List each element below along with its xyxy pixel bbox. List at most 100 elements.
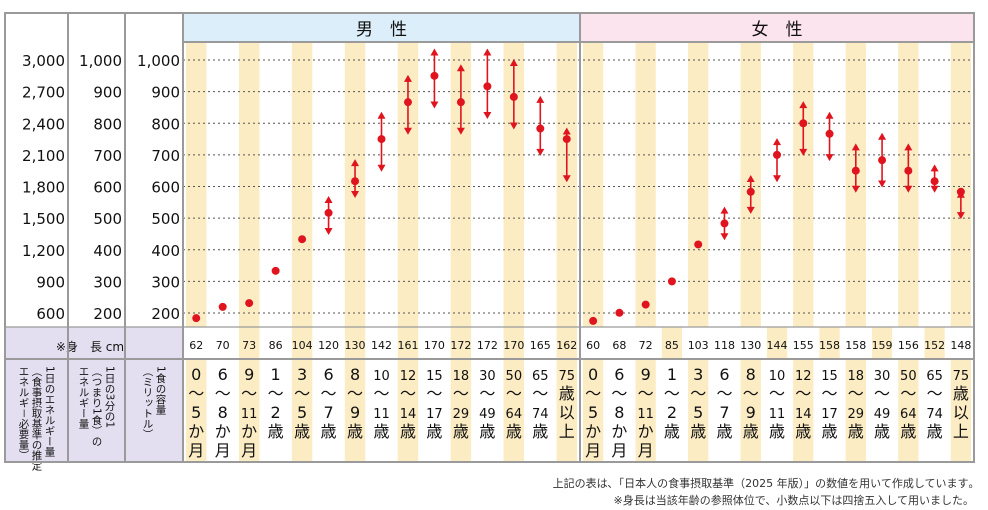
arrow-up (324, 196, 333, 204)
arrow-up (878, 132, 887, 140)
data-point (589, 316, 598, 325)
frame (4, 12, 975, 463)
category-label: 5 (297, 403, 307, 422)
arrow-up (773, 138, 781, 146)
data-point (430, 71, 439, 80)
category-label: 歳 (953, 384, 969, 403)
category-label: ～ (188, 384, 204, 403)
band-label (845, 359, 866, 462)
category-label: 3 (693, 365, 703, 384)
category-label: か (215, 422, 231, 441)
category-label: 11 (373, 407, 390, 422)
category-label: 歳 (769, 422, 785, 441)
tick-label: 200 (93, 305, 122, 323)
category-label: ～ (479, 384, 495, 403)
band-label (556, 359, 577, 462)
category-label: ～ (743, 384, 759, 403)
category-label: 65 (926, 369, 943, 384)
tick-label: 2,700 (22, 84, 65, 102)
data-point (825, 129, 834, 138)
category-label: 49 (874, 407, 891, 422)
band-label (950, 359, 971, 462)
tick-label: 400 (93, 242, 122, 260)
panel-header-0 (183, 13, 580, 42)
tick-label: 2,100 (22, 147, 65, 165)
height-value: 158 (819, 339, 840, 352)
band (556, 42, 577, 327)
category-label: 14 (400, 407, 417, 422)
band-label (344, 359, 366, 462)
category-label: 月 (188, 441, 204, 460)
band-label (583, 359, 604, 462)
data-point (377, 135, 386, 144)
arrow-up (483, 48, 492, 56)
category-label: 歳 (874, 422, 890, 441)
category-label: 9 (350, 403, 360, 422)
tick-label: 2,400 (22, 115, 65, 133)
arrow-up (720, 206, 729, 214)
category-label: 29 (848, 407, 865, 422)
category-label: 64 (900, 407, 917, 422)
height-value: 165 (530, 339, 551, 352)
category-label: 8 (218, 403, 228, 422)
category-label: ～ (426, 384, 442, 403)
arrow-down (930, 185, 939, 193)
category-label: 1 (667, 365, 677, 384)
height-header-bg (5, 327, 183, 359)
category-label: 49 (479, 407, 496, 422)
band (793, 42, 814, 327)
category-label: 12 (795, 369, 812, 384)
category-label: 18 (453, 369, 470, 384)
tick-label: 300 (93, 273, 122, 291)
height-value: 144 (767, 339, 788, 352)
category-label: 15 (426, 369, 443, 384)
arrow-down (456, 127, 465, 135)
band (291, 42, 313, 327)
height-highlight (397, 327, 419, 359)
arrow-down (746, 206, 755, 214)
category-label: 30 (479, 369, 496, 384)
panel-header-1 (580, 13, 974, 42)
tick-label: 300 (151, 273, 180, 291)
band-label (793, 359, 814, 462)
category-label: 9 (641, 365, 651, 384)
data-point (271, 266, 280, 275)
data-point (403, 98, 412, 107)
data-point (562, 135, 571, 144)
category-label: 8 (746, 365, 756, 384)
band-label (635, 359, 656, 462)
tick-label: 600 (93, 179, 122, 197)
height-highlight (556, 327, 577, 359)
row-header-text: （ミリットル） (142, 366, 154, 440)
height-value: 172 (450, 339, 471, 352)
category-label: 月 (611, 441, 627, 460)
row-header-text: （食事摂取基準の推定 (31, 366, 43, 472)
chart-svg: 男 性女 性6009001,2001,5001,8002,1002,4002,7… (4, 12, 975, 472)
height-highlight (291, 327, 313, 359)
category-label: 8 (350, 365, 360, 384)
category-label: 74 (926, 407, 943, 422)
category-label: 5 (693, 403, 703, 422)
height-header: ※身 長 cm (56, 339, 124, 354)
category-label: ～ (321, 384, 337, 403)
arrow-up (403, 74, 412, 82)
tick-label: 500 (151, 210, 180, 228)
category-label: ～ (795, 384, 811, 403)
category-label: 18 (848, 369, 865, 384)
arrow-down (562, 175, 571, 183)
data-point (694, 240, 703, 249)
category-label: 上 (559, 422, 575, 441)
category-label: 50 (506, 369, 523, 384)
arrow-down (430, 101, 439, 109)
row-header-text: エネルギ－必要量） (18, 366, 30, 461)
height-value: 142 (371, 339, 392, 352)
category-label: 歳 (795, 422, 811, 441)
data-point (641, 300, 650, 309)
category-label: 歳 (559, 384, 575, 403)
band-label (291, 359, 313, 462)
category-label: ～ (532, 384, 548, 403)
data-point (324, 208, 333, 217)
category-label: ～ (294, 384, 310, 403)
arrow-down (483, 111, 492, 119)
